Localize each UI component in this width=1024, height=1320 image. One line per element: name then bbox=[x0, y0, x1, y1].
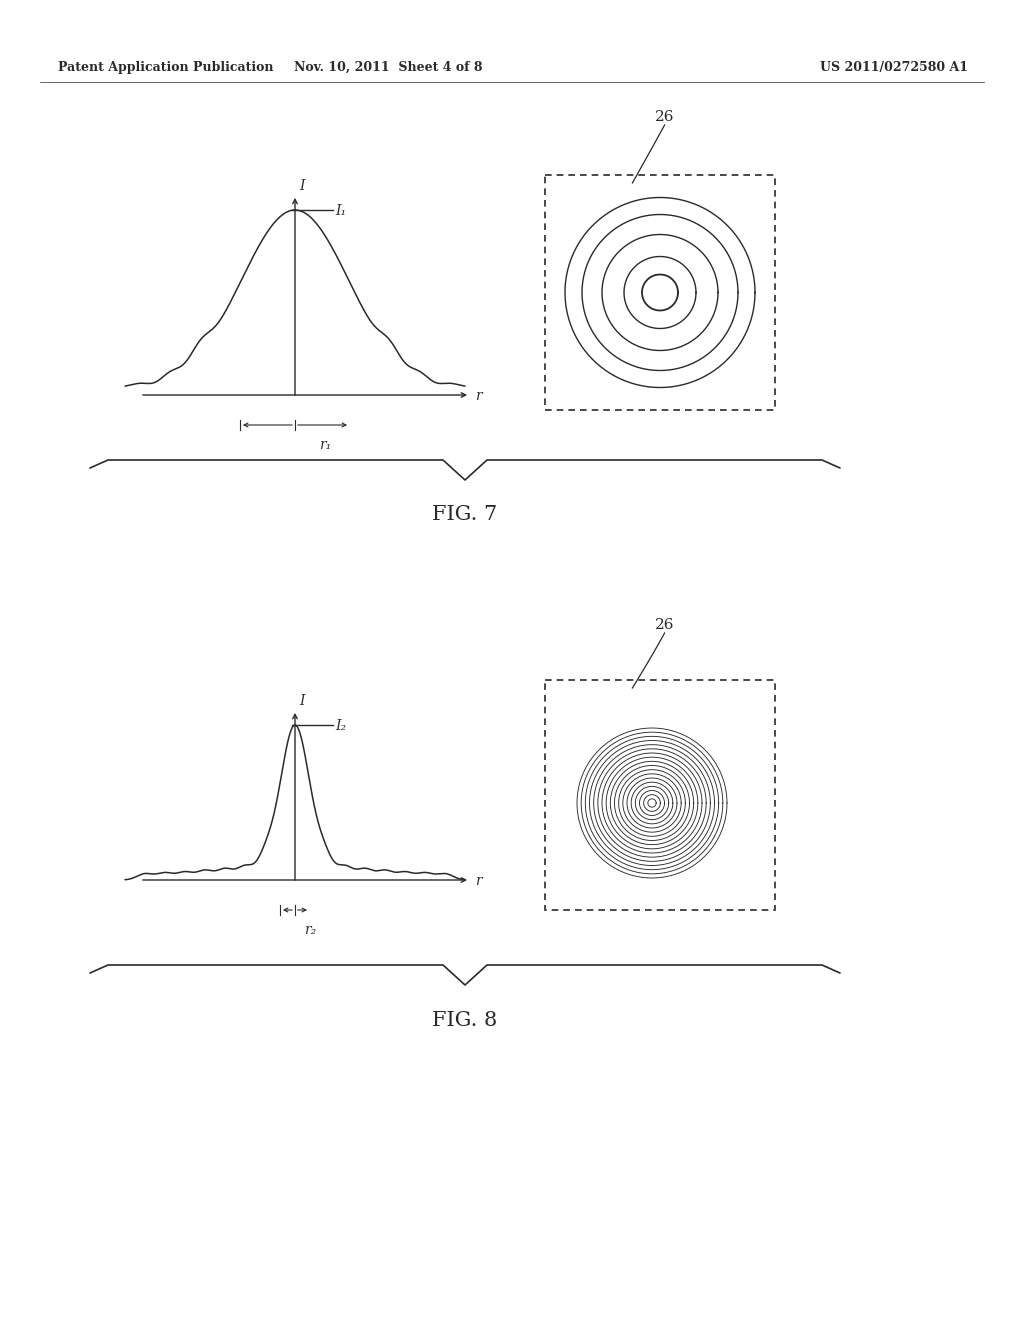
Text: US 2011/0272580 A1: US 2011/0272580 A1 bbox=[820, 61, 968, 74]
Text: r: r bbox=[475, 874, 481, 888]
Text: 26: 26 bbox=[655, 110, 675, 124]
Text: Patent Application Publication: Patent Application Publication bbox=[58, 61, 273, 74]
Text: I: I bbox=[299, 180, 304, 193]
Text: 26: 26 bbox=[655, 618, 675, 632]
Text: r: r bbox=[475, 389, 481, 403]
Bar bbox=[545, 680, 775, 909]
Text: r₂: r₂ bbox=[304, 923, 316, 937]
Text: I₁: I₁ bbox=[335, 205, 346, 218]
Text: FIG. 8: FIG. 8 bbox=[432, 1011, 498, 1030]
Text: r₁: r₁ bbox=[319, 438, 332, 451]
Bar bbox=[545, 176, 775, 411]
Text: I₂: I₂ bbox=[335, 719, 346, 733]
Text: Nov. 10, 2011  Sheet 4 of 8: Nov. 10, 2011 Sheet 4 of 8 bbox=[294, 61, 482, 74]
Text: I: I bbox=[299, 694, 304, 708]
Text: FIG. 7: FIG. 7 bbox=[432, 506, 498, 524]
